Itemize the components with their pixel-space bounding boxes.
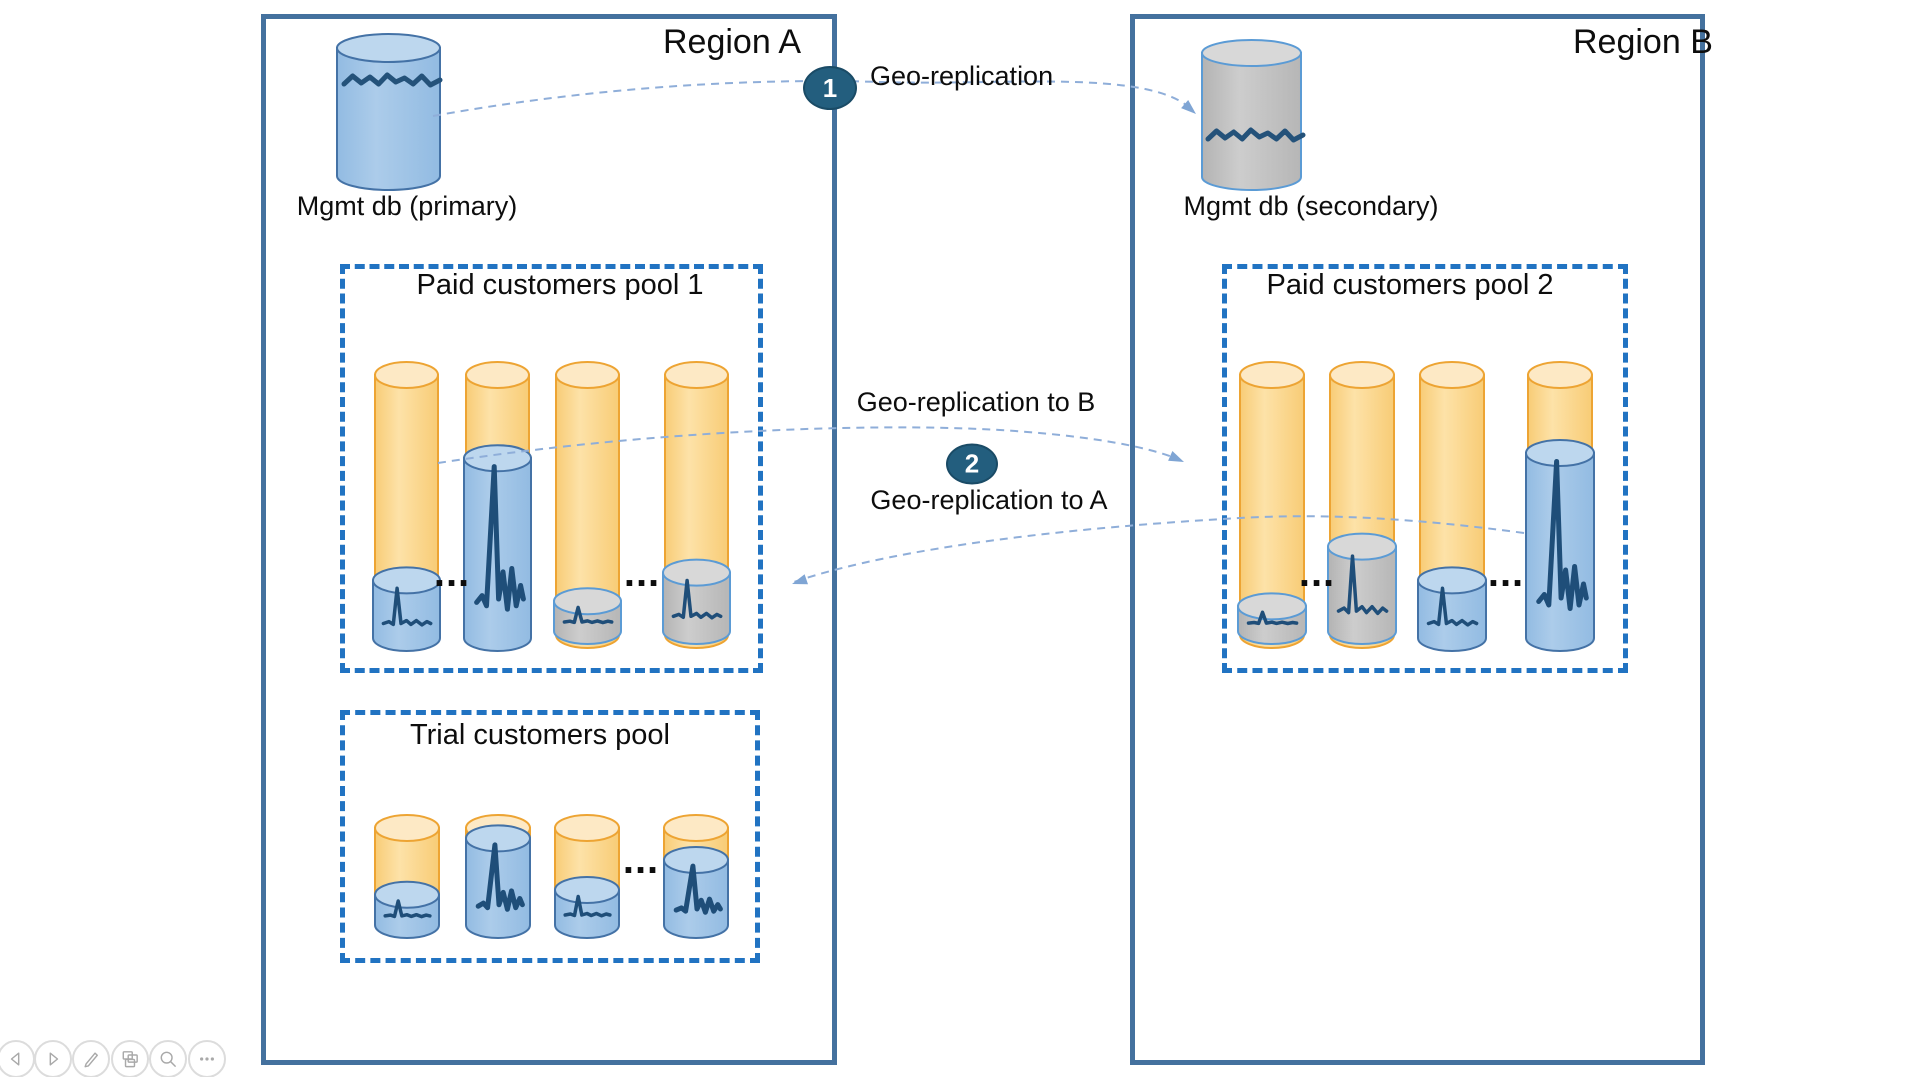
region-a-title: Region A bbox=[663, 23, 801, 61]
region-b-title: Region B bbox=[1573, 23, 1713, 61]
pool2-ellipsis-2: ... bbox=[1487, 551, 1525, 595]
zoom-button[interactable] bbox=[149, 1040, 187, 1077]
next-icon bbox=[49, 1052, 59, 1066]
next-button[interactable] bbox=[34, 1040, 72, 1077]
pen-icon bbox=[84, 1052, 98, 1068]
zoom-icon bbox=[160, 1051, 177, 1068]
pool1-ellipsis-2: ... bbox=[623, 551, 661, 595]
step-2-badge: 2 bbox=[946, 443, 998, 485]
pool2-ellipsis-1: ... bbox=[1298, 551, 1336, 595]
step-1-badge: 1 bbox=[803, 66, 857, 110]
pool1-title: Paid customers pool 1 bbox=[416, 269, 704, 301]
geo-replication-label: Geo-replication bbox=[870, 61, 1054, 91]
more-icon bbox=[200, 1057, 214, 1061]
pen-button[interactable] bbox=[72, 1040, 110, 1077]
pool2-title: Paid customers pool 2 bbox=[1266, 269, 1554, 301]
geo-replication-to-b-label: Geo-replication to B bbox=[856, 387, 1096, 417]
pool2-box bbox=[1222, 264, 1628, 673]
more-button[interactable] bbox=[188, 1040, 226, 1077]
pool1-box bbox=[340, 264, 763, 673]
geo-replication-to-a-label: Geo-replication to A bbox=[870, 485, 1108, 515]
all-slides-button[interactable] bbox=[111, 1040, 149, 1077]
previous-button[interactable] bbox=[0, 1040, 35, 1077]
trial-pool-box bbox=[340, 710, 760, 963]
pool1-ellipsis-1: ... bbox=[433, 551, 471, 595]
trial-ellipsis: ... bbox=[622, 838, 660, 882]
trial-pool-title: Trial customers pool bbox=[409, 719, 671, 751]
mgmt-db-secondary-label: Mgmt db (secondary) bbox=[1183, 191, 1439, 221]
previous-icon bbox=[10, 1052, 20, 1066]
mgmt-db-primary-label: Mgmt db (primary) bbox=[296, 191, 518, 221]
all-slides-icon bbox=[122, 1051, 138, 1068]
